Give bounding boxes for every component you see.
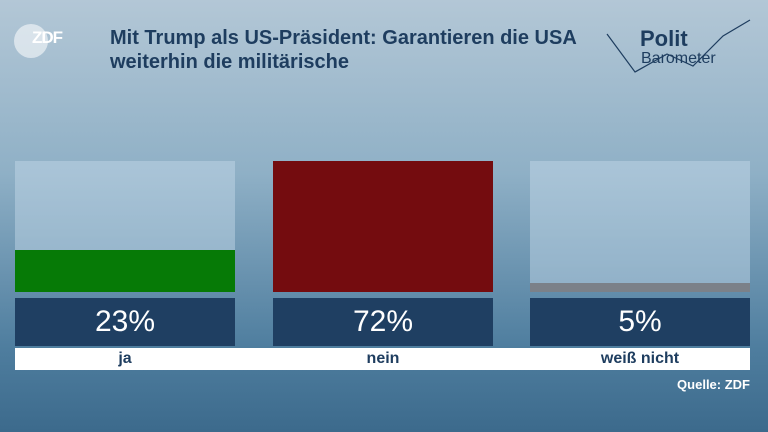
bar	[15, 250, 235, 292]
bar-track	[15, 161, 235, 292]
label-strip	[15, 348, 750, 370]
category-label: weiß nicht	[600, 350, 680, 367]
value-label: 72%	[273, 298, 493, 346]
source: Quelle: ZDF	[677, 377, 750, 392]
category-label: nein	[366, 350, 400, 367]
bar-track	[530, 161, 750, 292]
logo-badge	[14, 24, 48, 58]
bar-track	[273, 161, 493, 292]
chart-title: Mit Trump als US-Präsident: Garantieren …	[110, 27, 577, 73]
value-label: 23%	[15, 298, 235, 346]
program-logo: Polit	[640, 26, 688, 51]
bar	[530, 282, 750, 292]
logo-line	[606, 19, 751, 73]
category-label: ja	[118, 350, 132, 367]
value-label: 5%	[530, 298, 750, 346]
broadcaster-logo: ZDF	[32, 28, 63, 47]
program-logo: Barometer	[641, 50, 716, 67]
bar	[273, 161, 493, 292]
